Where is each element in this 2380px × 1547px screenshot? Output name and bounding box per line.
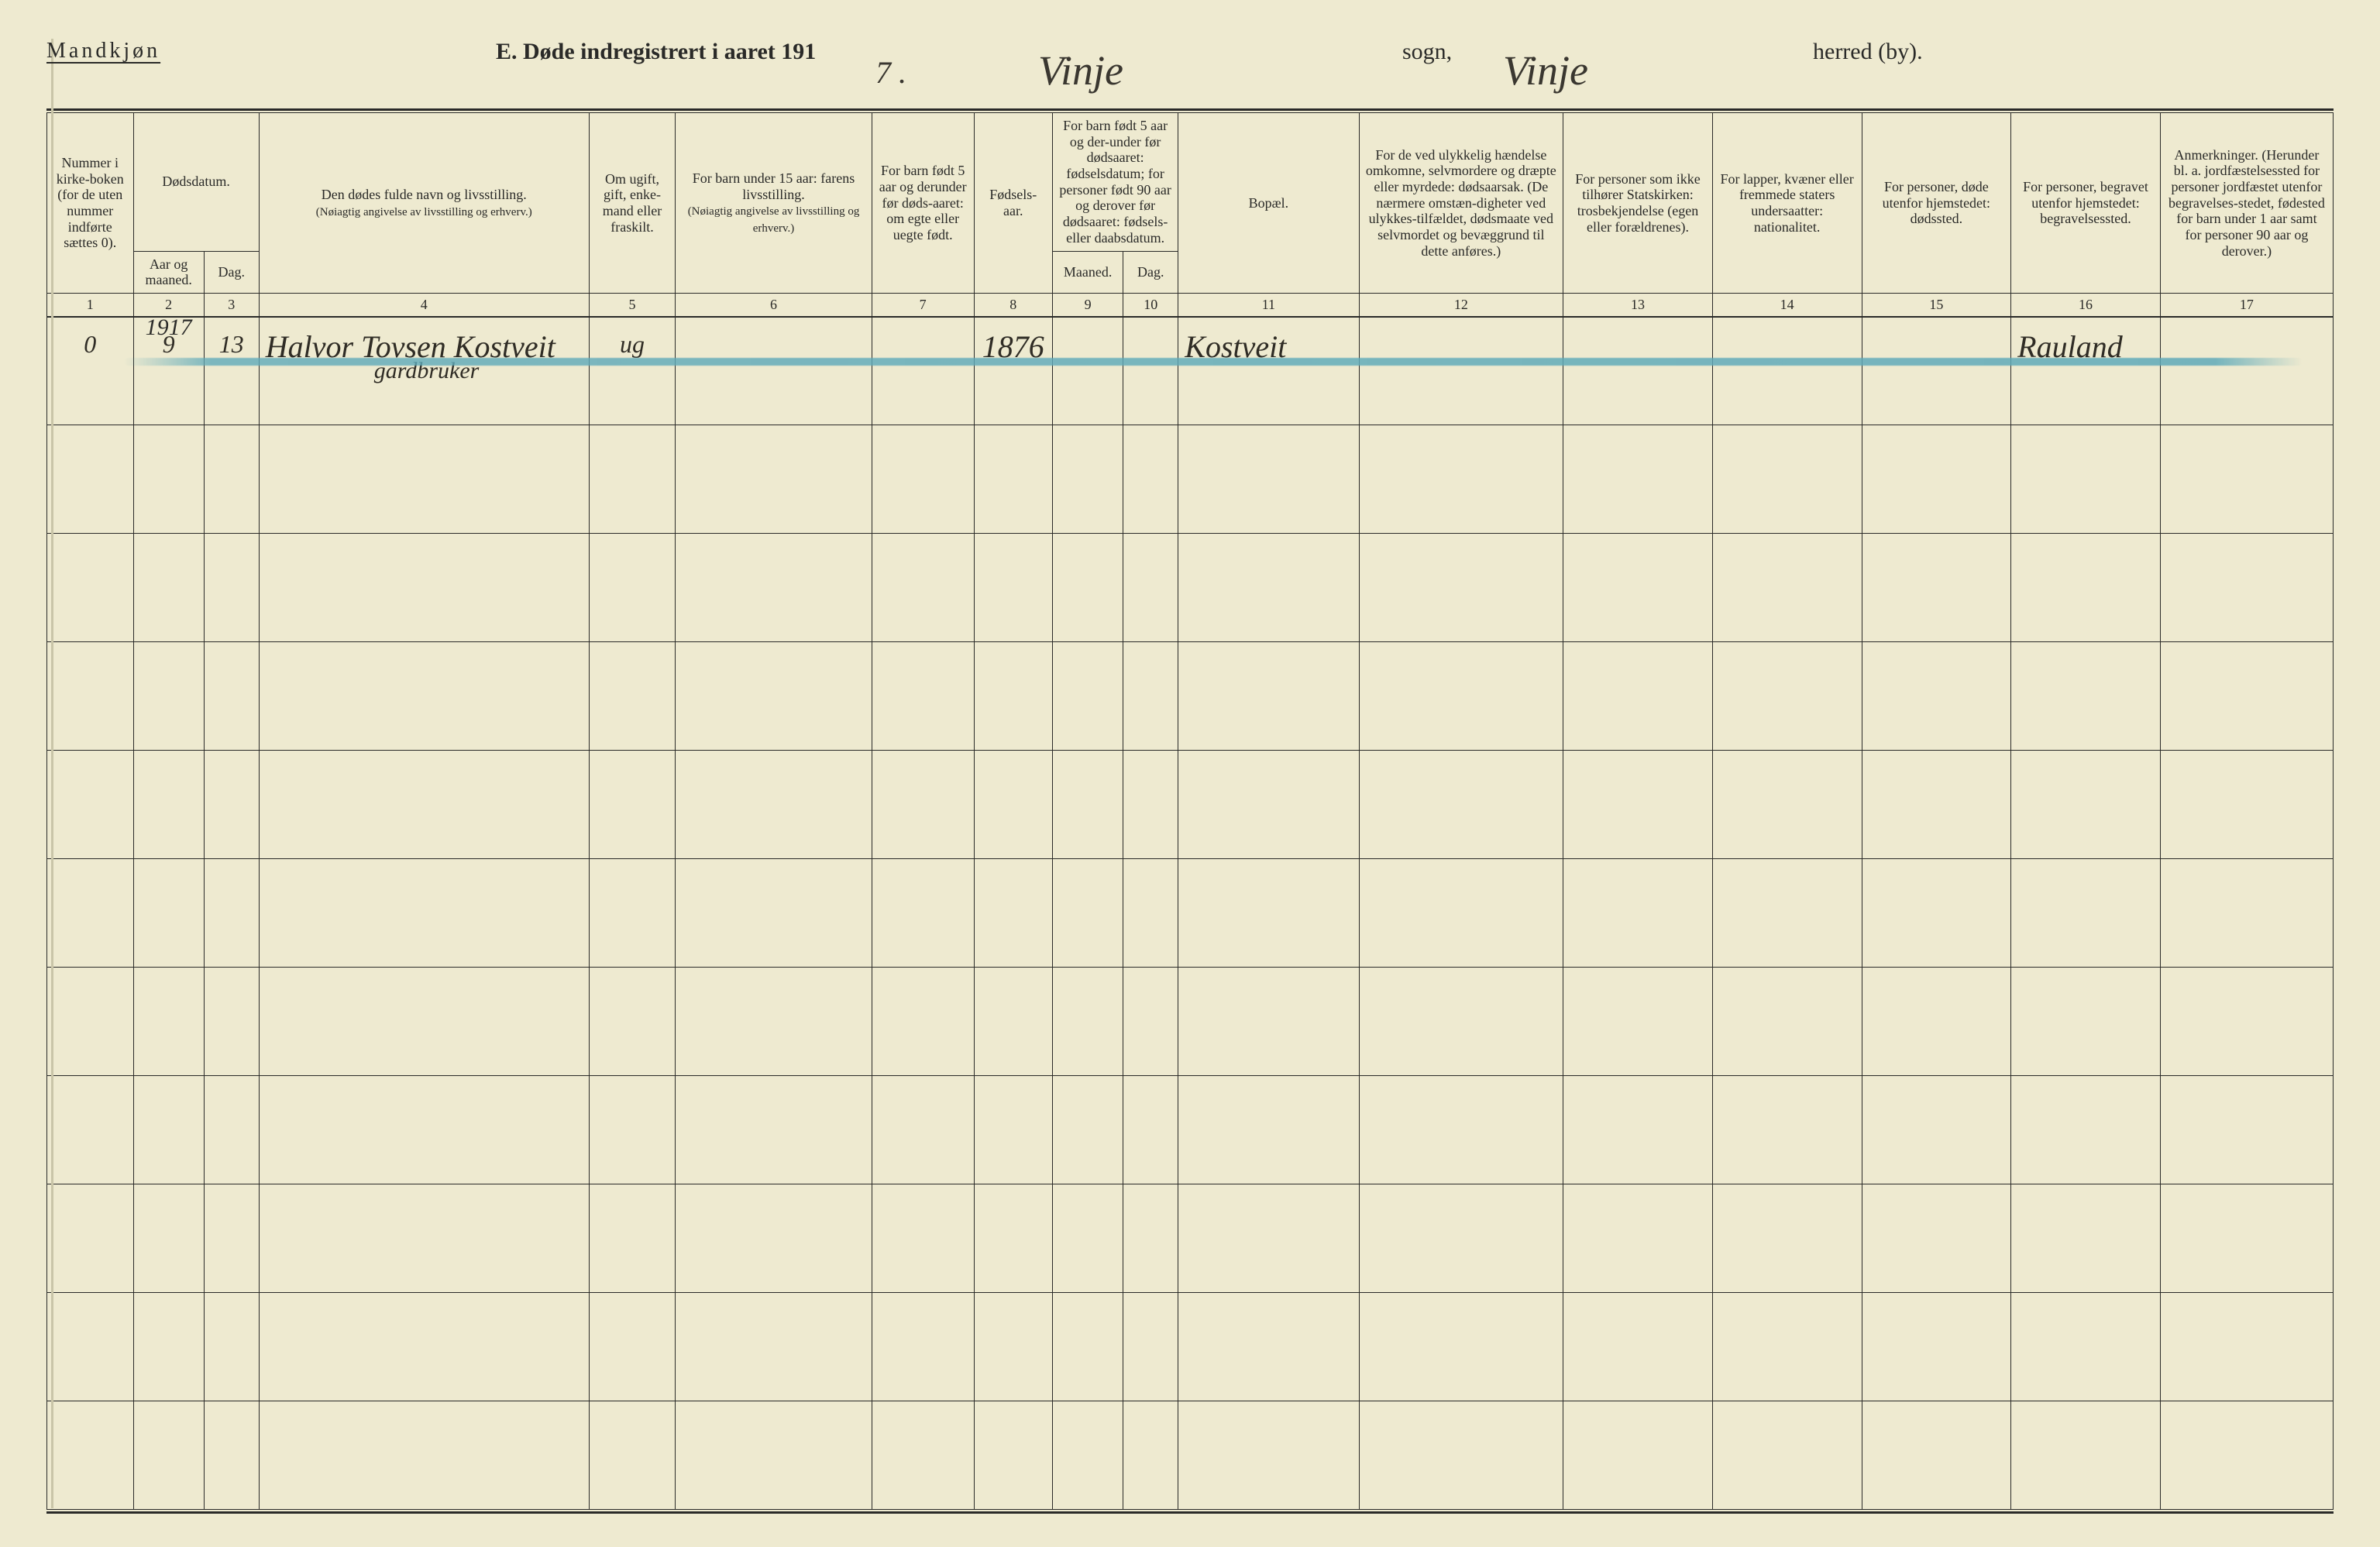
cell-col1: 0 bbox=[47, 317, 134, 425]
table-row bbox=[47, 1184, 2334, 1293]
col-16-header: For personer, begravet utenfor hjemstede… bbox=[2011, 113, 2161, 293]
cell-col6 bbox=[676, 317, 872, 425]
colnum-2: 2 bbox=[133, 293, 204, 316]
colnum-6: 6 bbox=[676, 293, 872, 316]
colnum-11: 11 bbox=[1178, 293, 1359, 316]
col3-value: 13 bbox=[219, 330, 244, 358]
heading-row: Mandkjøn E. Døde indregistrert i aaret 1… bbox=[46, 39, 2334, 101]
cell-col9 bbox=[1053, 317, 1123, 425]
col-15-header: For personer, døde utenfor hjemstedet: d… bbox=[1862, 113, 2011, 293]
col-12-header: For de ved ulykkelig hændelse omkomne, s… bbox=[1359, 113, 1563, 293]
col-6-header: For barn under 15 aar: farens livsstilli… bbox=[676, 113, 872, 293]
herred-name-hw: Vinje bbox=[1503, 46, 1588, 95]
col-11-header: Bopæl. bbox=[1178, 113, 1359, 293]
col-9-10-top: For barn født 5 aar og der-under før død… bbox=[1053, 113, 1178, 251]
cell-col17 bbox=[2160, 317, 2333, 425]
table-head: Nummer i kirke-boken (for de uten nummer… bbox=[47, 113, 2334, 317]
table-body: 0 1917 9 13 Halvor Tovsen Kostveit gardb… bbox=[47, 317, 2334, 1510]
col-14-header: For lapper, kvæner eller fremmede stater… bbox=[1712, 113, 1862, 293]
page-root: Mandkjøn E. Døde indregistrert i aaret 1… bbox=[46, 39, 2334, 1508]
table-row bbox=[47, 968, 2334, 1076]
cell-col4: Halvor Tovsen Kostveit gardbruker bbox=[259, 317, 589, 425]
col-13-header: For personer som ikke tilhører Statskirk… bbox=[1563, 113, 1713, 293]
col-1-header: Nummer i kirke-boken (for de uten nummer… bbox=[47, 113, 134, 293]
table-row bbox=[47, 534, 2334, 642]
gender-label: Mandkjøn bbox=[46, 39, 160, 64]
header-row-1: Nummer i kirke-boken (for de uten nummer… bbox=[47, 113, 2334, 251]
colnum-12: 12 bbox=[1359, 293, 1563, 316]
table-row bbox=[47, 1401, 2334, 1510]
colnum-3: 3 bbox=[204, 293, 259, 316]
herred-label: herred (by). bbox=[1813, 39, 1923, 65]
col-9-sub: Maaned. bbox=[1053, 251, 1123, 293]
crayon-underline bbox=[124, 358, 2303, 366]
col5-value: ug bbox=[620, 330, 645, 358]
cell-col13 bbox=[1563, 317, 1713, 425]
colnum-14: 14 bbox=[1712, 293, 1862, 316]
table-row: 0 1917 9 13 Halvor Tovsen Kostveit gardb… bbox=[47, 317, 2334, 425]
sogn-label: sogn, bbox=[1402, 39, 1452, 65]
cell-col8: 1876 bbox=[974, 317, 1052, 425]
title-printed-main: E. Døde indregistrert i aaret 191 bbox=[496, 39, 816, 65]
table-row bbox=[47, 1293, 2334, 1401]
year-above: 1917 bbox=[146, 315, 192, 342]
col4-top: Den dødes fulde navn og livsstilling. bbox=[322, 187, 527, 202]
bottom-double-rule bbox=[46, 1509, 2334, 1514]
colnum-10: 10 bbox=[1123, 293, 1178, 316]
title-prefix: E. Døde indregistrert i aaret 191 bbox=[496, 39, 816, 64]
colnum-7: 7 bbox=[872, 293, 974, 316]
cell-col15 bbox=[1862, 317, 2011, 425]
colnum-17: 17 bbox=[2160, 293, 2333, 316]
cell-col11: Kostveit bbox=[1178, 317, 1359, 425]
colnum-9: 9 bbox=[1053, 293, 1123, 316]
col-4-header: Den dødes fulde navn og livsstilling. (N… bbox=[259, 113, 589, 293]
col6-top: For barn under 15 aar: farens livsstilli… bbox=[693, 170, 855, 202]
col6-sub: (Nøiagtig angivelse av livsstilling og e… bbox=[688, 205, 860, 234]
colnum-16: 16 bbox=[2011, 293, 2161, 316]
col-3-sub: Dag. bbox=[204, 251, 259, 293]
col-10-sub: Dag. bbox=[1123, 251, 1178, 293]
register-table: Nummer i kirke-boken (for de uten nummer… bbox=[46, 113, 2334, 1510]
colnum-13: 13 bbox=[1563, 293, 1713, 316]
col-8-header: Fødsels-aar. bbox=[974, 113, 1052, 293]
cell-col10 bbox=[1123, 317, 1178, 425]
table-row bbox=[47, 425, 2334, 534]
column-number-row: 1 2 3 4 5 6 7 8 9 10 11 12 13 14 15 16 1… bbox=[47, 293, 2334, 316]
col-17-header: Anmerkninger. (Herunder bl. a. jordfæste… bbox=[2160, 113, 2333, 293]
colnum-5: 5 bbox=[589, 293, 676, 316]
table-row bbox=[47, 642, 2334, 751]
colnum-15: 15 bbox=[1862, 293, 2011, 316]
col-5-header: Om ugift, gift, enke-mand eller fraskilt… bbox=[589, 113, 676, 293]
colnum-8: 8 bbox=[974, 293, 1052, 316]
cell-col7 bbox=[872, 317, 974, 425]
col-2-sub: Aar og maaned. bbox=[133, 251, 204, 293]
sogn-name-hw: Vinje bbox=[1038, 46, 1123, 95]
table-row bbox=[47, 859, 2334, 968]
cell-col3: 13 bbox=[204, 317, 259, 425]
col-2-3-top: Dødsdatum. bbox=[133, 113, 259, 251]
col4-sub: (Nøiagtig angivelse av livsstilling og e… bbox=[316, 206, 532, 218]
table-row bbox=[47, 751, 2334, 859]
cell-col12 bbox=[1359, 317, 1563, 425]
cell-col16: Rauland bbox=[2011, 317, 2161, 425]
table-row bbox=[47, 1076, 2334, 1184]
colnum-1: 1 bbox=[47, 293, 134, 316]
col-7-header: For barn født 5 aar og derunder før døds… bbox=[872, 113, 974, 293]
cell-col5: ug bbox=[589, 317, 676, 425]
cell-col14 bbox=[1712, 317, 1862, 425]
colnum-4: 4 bbox=[259, 293, 589, 316]
cell-col2: 1917 9 bbox=[133, 317, 204, 425]
col1-value: 0 bbox=[84, 330, 96, 358]
title-year-hw: 7 . bbox=[875, 54, 906, 91]
